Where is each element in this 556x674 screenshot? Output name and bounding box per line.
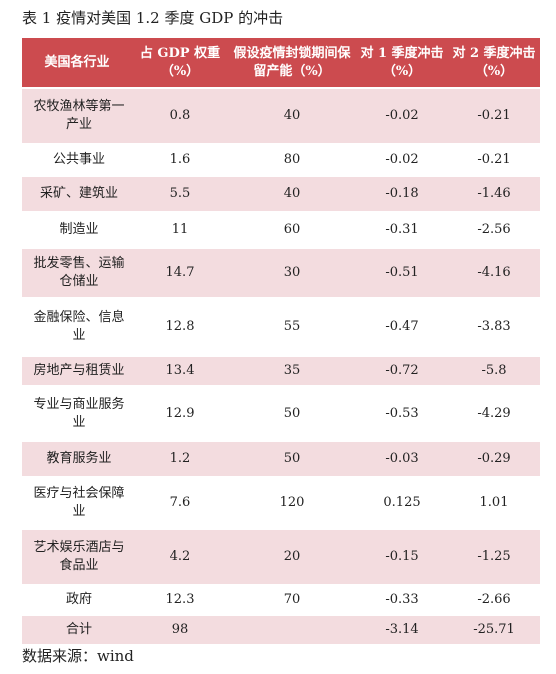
- industry-cell: 公共事业: [22, 144, 132, 177]
- q1-impact-cell: -0.02: [356, 88, 448, 145]
- q1-impact-cell: -0.15: [356, 529, 448, 586]
- q2-impact-cell: -4.29: [448, 386, 540, 442]
- weight-cell: 0.8: [132, 88, 228, 145]
- q2-impact-cell: -4.16: [448, 248, 540, 299]
- weight-cell: 1.6: [132, 144, 228, 177]
- q2-impact-cell: 1.01: [448, 477, 540, 530]
- industry-cell: 政府: [22, 585, 132, 616]
- header-gdp-weight: 占 GDP 权重（%）: [132, 38, 228, 89]
- capacity-cell: 60: [228, 212, 356, 249]
- weight-cell: 5.5: [132, 176, 228, 213]
- q2-impact-cell: -5.8: [448, 356, 540, 387]
- industry-cell: 专业与商业服务业: [22, 386, 132, 442]
- table-caption: 表 1 疫情对美国 1.2 季度 GDP 的冲击: [22, 9, 284, 27]
- q2-impact-cell: -0.29: [448, 441, 540, 478]
- q1-impact-cell: -0.02: [356, 144, 448, 177]
- capacity-cell: 40: [228, 88, 356, 145]
- industry-cell: 金融保险、信息业: [22, 298, 132, 357]
- industry-cell: 教育服务业: [22, 441, 132, 478]
- header-industry: 美国各行业: [22, 38, 132, 89]
- table-total-row: 合计 98 -3.14 -25.71: [22, 615, 540, 646]
- capacity-cell: 55: [228, 298, 356, 357]
- table-row: 政府 12.3 70 -0.33 -2.66: [22, 585, 540, 616]
- table-row: 农牧渔林等第一产业 0.8 40 -0.02 -0.21: [22, 88, 540, 145]
- table-row: 教育服务业 1.2 50 -0.03 -0.29: [22, 441, 540, 478]
- table-row: 公共事业 1.6 80 -0.02 -0.21: [22, 144, 540, 177]
- q2-impact-cell: -25.71: [448, 615, 540, 646]
- weight-cell: 12.3: [132, 585, 228, 616]
- table-header-row: 美国各行业 占 GDP 权重（%） 假设疫情封锁期间保留产能（%） 对 1 季度…: [22, 38, 540, 89]
- weight-cell: 11: [132, 212, 228, 249]
- q1-impact-cell: -0.51: [356, 248, 448, 299]
- capacity-cell: 30: [228, 248, 356, 299]
- header-q1-impact: 对 1 季度冲击（%）: [356, 38, 448, 89]
- capacity-cell: 35: [228, 356, 356, 387]
- table-row: 医疗与社会保障业 7.6 120 0.125 1.01: [22, 477, 540, 530]
- q2-impact-cell: -2.56: [448, 212, 540, 249]
- q2-impact-cell: -0.21: [448, 88, 540, 145]
- capacity-cell: 120: [228, 477, 356, 530]
- q2-impact-cell: -1.46: [448, 176, 540, 213]
- capacity-cell: 20: [228, 529, 356, 586]
- table-row: 艺术娱乐酒店与食品业 4.2 20 -0.15 -1.25: [22, 529, 540, 586]
- q2-impact-cell: -3.83: [448, 298, 540, 357]
- table-row: 采矿、建筑业 5.5 40 -0.18 -1.46: [22, 176, 540, 213]
- header-q2-impact: 对 2 季度冲击（%）: [448, 38, 540, 89]
- industry-cell: 医疗与社会保障业: [22, 477, 132, 530]
- weight-cell: 14.7: [132, 248, 228, 299]
- weight-cell: 4.2: [132, 529, 228, 586]
- capacity-cell: 80: [228, 144, 356, 177]
- weight-cell: 98: [132, 615, 228, 646]
- weight-cell: 13.4: [132, 356, 228, 387]
- table-row: 专业与商业服务业 12.9 50 -0.53 -4.29: [22, 386, 540, 442]
- industry-cell: 合计: [22, 615, 132, 646]
- q1-impact-cell: -0.31: [356, 212, 448, 249]
- q2-impact-cell: -1.25: [448, 529, 540, 586]
- table-row: 制造业 11 60 -0.31 -2.56: [22, 212, 540, 249]
- industry-cell: 房地产与租赁业: [22, 356, 132, 387]
- q2-impact-cell: -0.21: [448, 144, 540, 177]
- q2-impact-cell: -2.66: [448, 585, 540, 616]
- q1-impact-cell: -0.47: [356, 298, 448, 357]
- industry-cell: 采矿、建筑业: [22, 176, 132, 213]
- header-retained-capacity: 假设疫情封锁期间保留产能（%）: [228, 38, 356, 89]
- data-source-note: 数据来源：wind: [22, 647, 134, 665]
- q1-impact-cell: 0.125: [356, 477, 448, 530]
- table-row: 金融保险、信息业 12.8 55 -0.47 -3.83: [22, 298, 540, 357]
- table-row: 批发零售、运输仓储业 14.7 30 -0.51 -4.16: [22, 248, 540, 299]
- weight-cell: 12.9: [132, 386, 228, 442]
- table-row: 房地产与租赁业 13.4 35 -0.72 -5.8: [22, 356, 540, 387]
- q1-impact-cell: -0.33: [356, 585, 448, 616]
- capacity-cell: [228, 615, 356, 646]
- q1-impact-cell: -0.03: [356, 441, 448, 478]
- industry-cell: 农牧渔林等第一产业: [22, 88, 132, 145]
- weight-cell: 12.8: [132, 298, 228, 357]
- capacity-cell: 70: [228, 585, 356, 616]
- q1-impact-cell: -0.72: [356, 356, 448, 387]
- gdp-impact-table: 美国各行业 占 GDP 权重（%） 假设疫情封锁期间保留产能（%） 对 1 季度…: [22, 38, 540, 646]
- capacity-cell: 50: [228, 386, 356, 442]
- q1-impact-cell: -0.18: [356, 176, 448, 213]
- table-body: 农牧渔林等第一产业 0.8 40 -0.02 -0.21 公共事业 1.6 80…: [22, 88, 540, 646]
- industry-cell: 制造业: [22, 212, 132, 249]
- weight-cell: 7.6: [132, 477, 228, 530]
- q1-impact-cell: -3.14: [356, 615, 448, 646]
- q1-impact-cell: -0.53: [356, 386, 448, 442]
- industry-cell: 艺术娱乐酒店与食品业: [22, 529, 132, 586]
- capacity-cell: 40: [228, 176, 356, 213]
- industry-cell: 批发零售、运输仓储业: [22, 248, 132, 299]
- capacity-cell: 50: [228, 441, 356, 478]
- weight-cell: 1.2: [132, 441, 228, 478]
